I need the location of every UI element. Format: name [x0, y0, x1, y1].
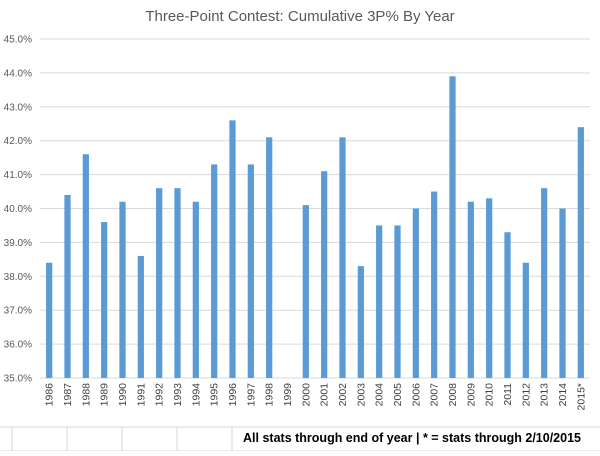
bar	[412, 208, 419, 378]
x-tick-label: 2014	[557, 383, 569, 407]
x-tick-label: 1996	[227, 383, 239, 407]
bar	[504, 232, 511, 378]
bar	[339, 137, 346, 378]
bar	[376, 225, 383, 378]
y-tick-label: 39.0%	[4, 238, 32, 249]
x-tick-label: 2012	[520, 383, 532, 407]
bar	[229, 120, 236, 379]
x-tick-label: 2000	[300, 383, 312, 407]
y-tick-label: 42.0%	[4, 136, 32, 147]
x-tick-label: 2007	[429, 383, 441, 407]
bar	[247, 164, 254, 378]
bar	[174, 188, 181, 378]
x-tick-label: 1988	[80, 383, 92, 407]
x-tick-label: 1997	[245, 383, 257, 407]
x-tick-label: 2008	[447, 383, 459, 407]
y-tick-label: 41.0%	[4, 170, 32, 181]
bar	[431, 191, 438, 378]
x-tick-label: 2015*	[575, 383, 587, 410]
bar	[522, 262, 529, 378]
x-tick-label: 2011	[502, 383, 514, 406]
bar	[467, 201, 474, 378]
x-tick-label: 1991	[135, 383, 147, 407]
x-tick-label: 1993	[172, 383, 184, 407]
bar	[449, 76, 456, 378]
bar	[211, 164, 218, 378]
bar	[82, 154, 89, 378]
bars	[46, 76, 584, 379]
y-tick-label: 44.0%	[4, 68, 32, 79]
bar	[46, 262, 53, 378]
x-tick-label: 1995	[209, 383, 221, 407]
x-tick-label: 2004	[374, 383, 386, 407]
bar	[64, 194, 71, 378]
bar	[302, 205, 309, 378]
bar	[394, 225, 401, 378]
x-tick-label: 1999	[282, 383, 294, 407]
x-tick-label: 1987	[62, 383, 74, 407]
x-tick-label: 1990	[117, 383, 129, 407]
x-tick-label: 1998	[264, 383, 276, 407]
bar	[119, 201, 126, 378]
x-tick-label: 1994	[190, 383, 202, 407]
y-tick-label: 40.0%	[4, 204, 32, 215]
y-tick-label: 38.0%	[4, 272, 32, 283]
x-tick-label: 1989	[99, 383, 111, 407]
x-tick-label: 2001	[319, 383, 331, 407]
bar	[266, 137, 273, 378]
y-tick-label: 37.0%	[4, 306, 32, 317]
x-tick-label: 2003	[355, 383, 367, 407]
bar	[192, 201, 199, 378]
bar	[156, 188, 163, 378]
x-tick-label: 2005	[392, 383, 404, 407]
bar	[577, 127, 584, 378]
bar	[559, 208, 566, 378]
x-tick-label: 2006	[410, 383, 422, 407]
x-axis: 1986 1987 1988 1989 1990 1991 1992 1993 1994 1995…	[44, 383, 588, 411]
bar	[541, 188, 548, 378]
gridlines	[40, 38, 590, 379]
y-tick-label: 36.0%	[4, 340, 32, 351]
y-tick-label: 43.0%	[4, 102, 32, 113]
y-tick-label: 45.0%	[4, 35, 32, 46]
bar	[101, 222, 108, 378]
bar	[137, 255, 144, 378]
y-tick-label: 35.0%	[4, 374, 32, 385]
bar	[486, 198, 493, 378]
x-tick-label: 1986	[44, 383, 56, 407]
x-tick-label: 2009	[465, 383, 477, 407]
bar	[321, 171, 328, 378]
chart-title: Three-Point Contest: Cumulative 3P% By Y…	[145, 8, 454, 25]
bar	[357, 266, 364, 378]
x-tick-label: 1992	[154, 383, 166, 407]
y-axis: 35.0% 36.0% 37.0% 38.0% 39.0% 40.0% 41.0% 42.0%…	[4, 35, 32, 385]
x-tick-label: 2010	[484, 383, 496, 407]
x-tick-label: 2002	[337, 383, 349, 407]
x-tick-label: 2013	[539, 383, 551, 407]
footnote: All stats through end of year | * = stat…	[243, 431, 581, 445]
